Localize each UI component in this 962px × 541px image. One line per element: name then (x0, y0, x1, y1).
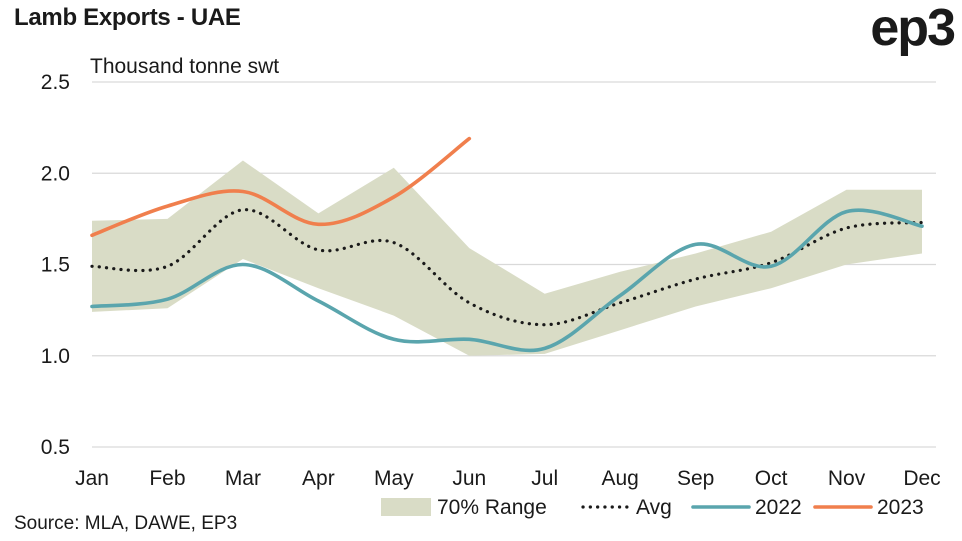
x-tick-label: Jul (531, 467, 558, 490)
x-tick-label: Oct (755, 467, 788, 490)
y-tick-label: 1.0 (41, 345, 70, 368)
x-tick-label: Sep (677, 467, 714, 490)
legend-label: 2023 (877, 496, 924, 519)
y-tick-label: 0.5 (41, 436, 70, 459)
legend: 70% Range Avg 2022 2023 (381, 496, 924, 519)
legend-item-avg: Avg (581, 496, 672, 519)
y-tick-label: 2.5 (41, 71, 70, 94)
legend-label: 70% Range (437, 496, 547, 519)
y-tick-label: 1.5 (41, 254, 70, 277)
ep3-logo: ep3 (870, 0, 956, 57)
x-tick-label: Jun (452, 467, 486, 490)
x-tick-labels: Jan Feb Mar Apr May Jun Jul Aug Sep Oct Nov Dec (75, 467, 941, 490)
x-tick-label: May (374, 467, 414, 490)
legend-item-2022: 2022 (691, 496, 802, 519)
range-band (92, 160, 922, 356)
x-tick-label: Nov (828, 467, 866, 490)
legend-item-70-range: 70% Range (381, 496, 547, 519)
series-line-2023 (90, 136, 472, 238)
series-line-2022 (90, 208, 924, 353)
x-tick-label: Jan (75, 467, 109, 490)
x-tick-label: Feb (149, 467, 185, 490)
y-tick-label: 2.0 (41, 162, 70, 185)
chart-title: Lamb Exports - UAE (14, 4, 241, 31)
source-note: Source: MLA, DAWE, EP3 (14, 513, 238, 534)
y-axis-label: Thousand tonne swt (90, 55, 279, 78)
range-band-area (92, 160, 922, 356)
y-tick-labels: 0.5 1.0 1.5 2.0 2.5 (41, 71, 70, 459)
legend-item-2023: 2023 (813, 496, 924, 519)
x-tick-label: Dec (903, 467, 940, 490)
legend-swatch (381, 498, 431, 516)
x-tick-label: Apr (302, 467, 335, 490)
series-line-avg (90, 208, 924, 327)
legend-label: 2022 (755, 496, 802, 519)
x-tick-label: Mar (225, 467, 261, 490)
legend-label: Avg (636, 496, 672, 519)
x-tick-label: Aug (601, 467, 638, 490)
series-lines (90, 136, 924, 353)
